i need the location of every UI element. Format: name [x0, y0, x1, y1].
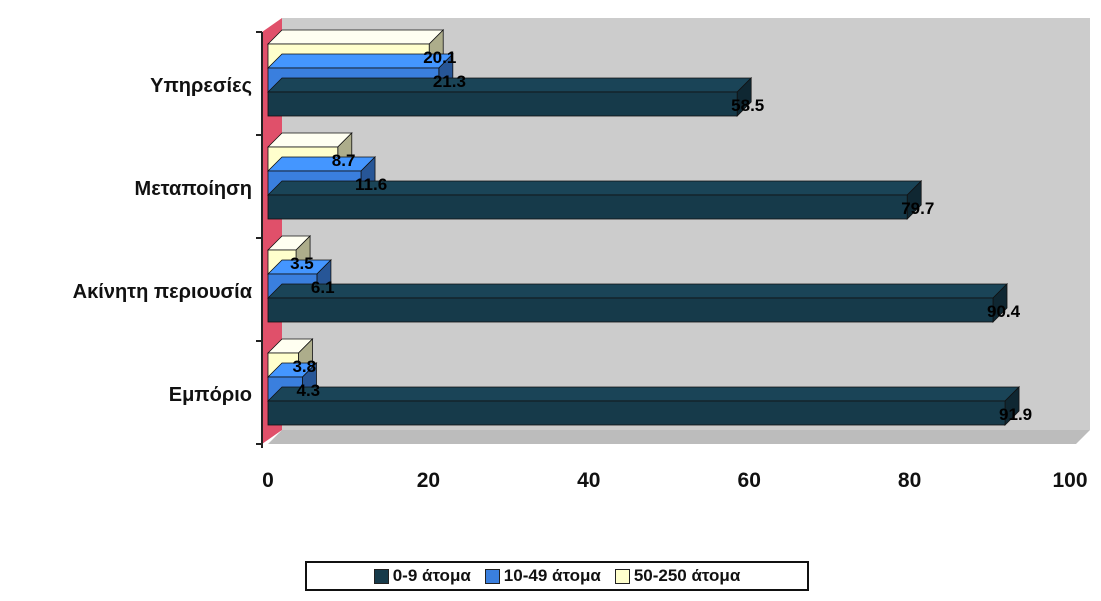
legend-swatch-2	[614, 568, 630, 584]
category-label-1: Μεταποίηση	[135, 178, 252, 200]
data-label-series-1-cat-0: 21.3	[433, 72, 466, 91]
bar-series-2-cat-3	[267, 386, 1021, 426]
legend-item-series-1: 10-49 άτομα	[484, 566, 601, 586]
x-tick-label-1: 20	[417, 469, 440, 492]
bar-front-face	[267, 297, 994, 323]
x-tick-label-4: 80	[898, 469, 921, 492]
category-label-0: Υπηρεσίες	[150, 75, 252, 97]
bar-top-face	[267, 386, 1021, 402]
plot-background	[268, 18, 1090, 444]
plot-floor	[268, 430, 1090, 444]
x-tick-label-3: 60	[738, 469, 761, 492]
data-label-series-2-cat-2: 90.4	[987, 302, 1021, 321]
chart-legend: 0-9 άτομα 10-49 άτομα 50-250 άτομα	[305, 561, 809, 591]
bar-front-face	[267, 194, 908, 220]
data-label-series-2-cat-3: 91.9	[999, 405, 1032, 424]
legend-swatch-1	[484, 568, 500, 584]
data-label-series-0-cat-3: 3.8	[292, 357, 316, 376]
data-label-series-1-cat-2: 6.1	[311, 278, 335, 297]
bar-top-face	[267, 77, 753, 93]
data-label-series-2-cat-0: 58.5	[731, 96, 764, 115]
legend-swatch-0	[373, 568, 389, 584]
category-label-2: Ακίνητη περιουσία	[73, 281, 253, 303]
x-tick-label-5: 100	[1052, 469, 1087, 492]
side-wall	[262, 18, 282, 444]
data-label-series-1-cat-1: 11.6	[355, 175, 387, 194]
bar-front-face	[267, 400, 1006, 426]
category-label-3: Εμπόριο	[169, 384, 252, 406]
bar-front-face	[267, 91, 738, 117]
legend-item-series-0: 0-9 άτομα	[373, 566, 471, 586]
bar-series-2-cat-2	[267, 283, 1008, 323]
category-labels-group: Υπηρεσίες Μεταποίηση Ακίνητη περιουσία Εμπό…	[73, 75, 253, 406]
category-axis-wall	[256, 18, 282, 448]
bar-top-face	[267, 283, 1008, 299]
data-label-series-0-cat-1: 8.7	[332, 151, 356, 170]
plot-back-wall	[282, 18, 1090, 430]
data-label-series-0-cat-2: 3.5	[290, 254, 314, 273]
legend-label-2: 50-250 άτομα	[633, 566, 741, 585]
x-tick-label-0: 0	[262, 469, 274, 492]
x-tick-labels-group: 0 20 40 60 80 100	[262, 469, 1087, 492]
data-label-series-1-cat-3: 4.3	[296, 381, 320, 400]
data-label-series-2-cat-1: 79.7	[901, 199, 934, 218]
legend-label-0: 0-9 άτομα	[392, 566, 471, 585]
data-labels-group: 20.1 8.7 3.5 3.8 21.3 11.6 6.1 4.3 58.5 79.7 90.4 9…	[290, 48, 1032, 424]
legend-label-1: 10-49 άτομα	[503, 566, 601, 585]
data-label-series-0-cat-0: 20.1	[423, 48, 456, 67]
x-tick-label-2: 40	[577, 469, 600, 492]
bar-series-2-cat-0	[267, 77, 753, 117]
bar-top-face	[267, 156, 376, 172]
bars-group	[267, 29, 1021, 426]
bar-top-face	[267, 132, 353, 148]
legend-item-series-2: 50-250 άτομα	[614, 566, 741, 586]
bar-top-face	[267, 29, 445, 45]
bar-series-2-cat-1	[267, 180, 923, 220]
